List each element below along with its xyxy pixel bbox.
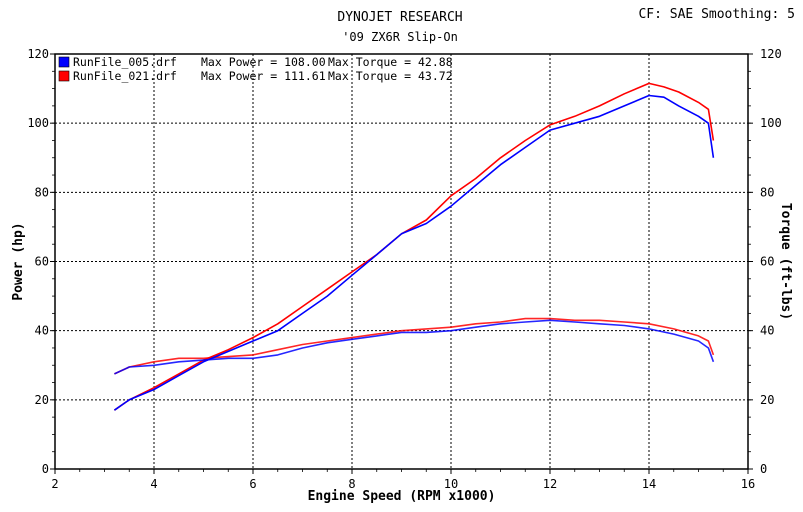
x-tick-label: 12 [543, 477, 557, 491]
legend-file: RunFile_005.drf [73, 55, 177, 69]
legend-max-power: Max Power = 108.00 [201, 55, 326, 69]
y-axis-title-left: Power (hp) [11, 222, 26, 300]
y-left-tick-label: 40 [35, 324, 49, 338]
y-left-tick-label: 80 [35, 185, 49, 199]
legend-max-torque: Max Torque = 42.88 [328, 55, 453, 69]
y-left-tick-label: 60 [35, 255, 49, 269]
y-right-tick-label: 100 [760, 116, 782, 130]
x-tick-label: 10 [444, 477, 458, 491]
legend-swatch [58, 70, 70, 82]
y-right-tick-label: 60 [760, 255, 774, 269]
y-right-tick-label: 20 [760, 393, 774, 407]
y-left-tick-label: 100 [27, 116, 49, 130]
y-left-tick-label: 20 [35, 393, 49, 407]
series-line-torque-runfile-005-drf [114, 319, 715, 375]
y-left-tick-label: 0 [42, 462, 49, 476]
x-tick-label: 6 [249, 477, 256, 491]
chart-title: DYNOJET RESEARCH [337, 10, 463, 25]
series-line-power-runfile-005-drf [113, 94, 715, 411]
chart-subtitle: '09 ZX6R Slip-On [342, 30, 458, 44]
x-tick-label: 2 [51, 477, 58, 491]
y-right-tick-label: 80 [760, 185, 774, 199]
x-tick-label: 14 [642, 477, 656, 491]
legend-max-torque: Max Torque = 43.72 [328, 69, 453, 83]
y-axis-title-right: Torque (ft-lbs) [778, 203, 793, 320]
y-right-tick-label: 40 [760, 324, 774, 338]
series-line-power-runfile-021-drf [113, 82, 715, 411]
x-tick-label: 4 [150, 477, 157, 491]
cf-smoothing-label: CF: SAE Smoothing: 5 [638, 7, 795, 22]
y-right-tick-label: 120 [760, 47, 782, 61]
x-tick-label: 8 [348, 477, 355, 491]
legend-file: RunFile_021.drf [73, 69, 177, 83]
legend-max-power: Max Power = 111.61 [201, 69, 326, 83]
y-left-tick-label: 120 [27, 47, 49, 61]
x-tick-label: 16 [741, 477, 755, 491]
legend-swatch [58, 56, 70, 68]
y-right-tick-label: 0 [760, 462, 767, 476]
x-axis-title: Engine Speed (RPM x1000) [308, 489, 496, 504]
